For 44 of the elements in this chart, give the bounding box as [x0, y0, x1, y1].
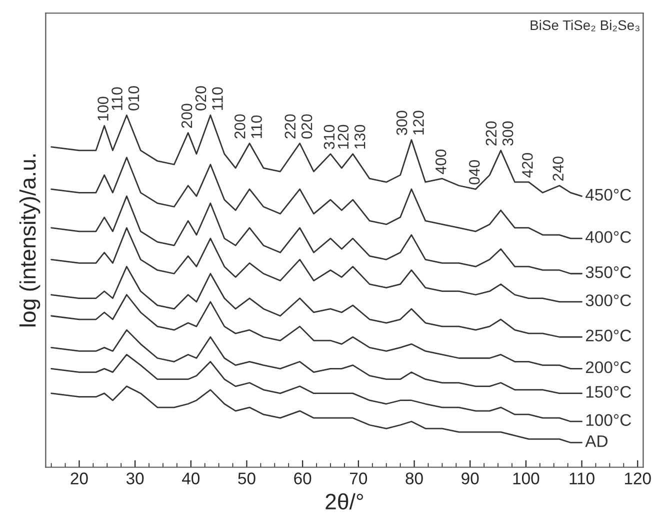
series-label: 350°C	[586, 266, 632, 278]
annotation: 100	[98, 96, 108, 120]
annotation: 020	[301, 114, 312, 139]
annotation: 120	[338, 124, 349, 149]
x-tick-label: 40	[182, 472, 200, 484]
annotation: 110	[212, 87, 223, 110]
x-tick-label: 20	[70, 472, 88, 484]
annotation: 220	[486, 121, 497, 146]
annotation: 200	[234, 114, 246, 138]
annotation: 040	[468, 160, 480, 184]
x-tick-label: 110	[570, 472, 594, 484]
x-tick-label: 70	[350, 472, 368, 484]
series-label: 150°C	[586, 386, 632, 398]
x-tick-label: 50	[238, 472, 256, 484]
x-tick-label: 100	[513, 472, 540, 484]
x-tick-label: 60	[294, 472, 312, 484]
annotation: 130	[354, 124, 366, 149]
x-tick-label: 30	[126, 472, 144, 484]
x-tick-label: 80	[406, 472, 423, 484]
annotation: 420	[522, 153, 533, 178]
annotation: 240	[552, 156, 564, 181]
annotation: 310	[324, 124, 335, 150]
text: BiSe TiSe₂ Bi₂Se₃	[530, 20, 640, 32]
annotation: 110	[112, 87, 122, 110]
x-axis-title: 2θ/°	[326, 493, 364, 510]
series-label: 300°C	[586, 294, 632, 306]
series-label: 250°C	[586, 330, 632, 342]
annotation: 120	[413, 110, 424, 135]
annotation: 300	[396, 110, 408, 136]
series-label: 100°C	[586, 414, 632, 426]
y-axis-title: log (intensity)/a.u.	[19, 154, 40, 326]
annotation: 020	[195, 86, 206, 110]
annotation: 220	[284, 114, 296, 138]
series-label: 450°C	[586, 188, 632, 201]
series-label: AD	[585, 435, 608, 447]
series-label: 200°C	[586, 361, 632, 374]
x-tick-label: 90	[462, 472, 479, 484]
annotation: 200	[181, 104, 192, 128]
series-label: 400°C	[586, 231, 632, 243]
annotation: 400	[435, 150, 446, 174]
x-tick-label: 120	[624, 472, 651, 484]
annotation: 110	[251, 115, 262, 138]
annotation: 010	[128, 86, 140, 110]
annotation: 300	[502, 121, 514, 146]
